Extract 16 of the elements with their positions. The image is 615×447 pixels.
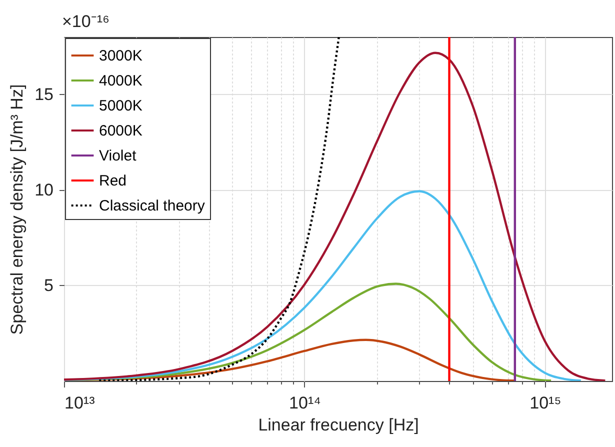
text: ×10⁻¹⁶ — [62, 12, 110, 31]
x-axis-title: Linear frecuency [Hz] — [258, 416, 419, 434]
legend-label: 5000K — [99, 98, 142, 114]
x-tick-label: 10¹⁴ — [289, 394, 321, 412]
y-tick-label: 10 — [34, 180, 54, 200]
legend-label: 4000K — [99, 72, 142, 90]
y-axis-title: Spectral energy density [J/m³ Hz] — [8, 84, 27, 335]
y-tick-label: 15 — [34, 84, 54, 104]
y-tick-label: 5 — [44, 276, 54, 295]
legend-label: 3000K — [99, 48, 142, 64]
x-tick-label: 10¹³ — [64, 394, 96, 412]
legend-label: Classical theory — [99, 198, 206, 214]
x-tick-label: 10¹⁵ — [530, 394, 562, 412]
legend-label: 6000K — [99, 122, 142, 140]
legend-label: Red — [99, 172, 127, 190]
legend-label: Violet — [99, 148, 138, 164]
